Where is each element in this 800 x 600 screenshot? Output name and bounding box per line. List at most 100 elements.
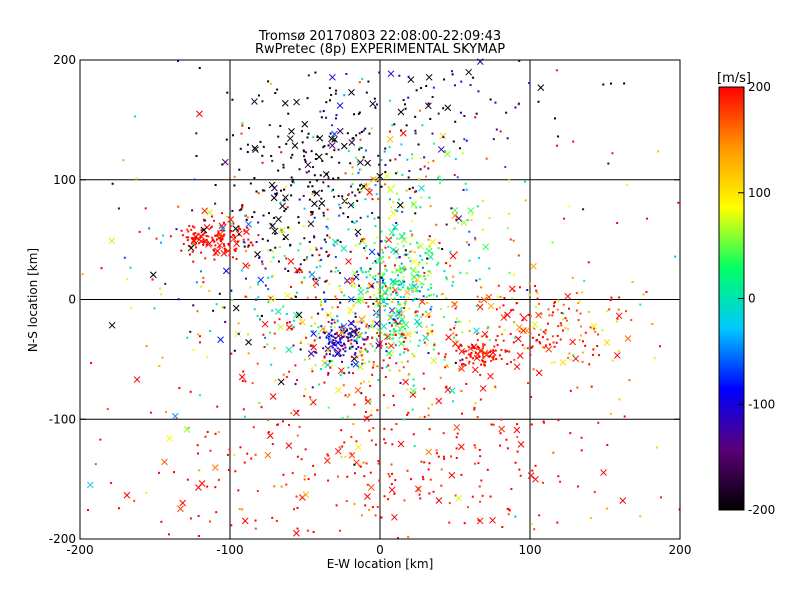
data-point: [420, 282, 423, 285]
data-point: [618, 349, 621, 352]
data-point: [451, 284, 454, 287]
data-point: [233, 248, 236, 251]
data-point: [423, 271, 426, 274]
data-point: [380, 185, 383, 188]
data-point-cross: [359, 238, 367, 245]
data-point: [206, 485, 209, 488]
data-point-cross: [398, 233, 406, 240]
data-point-cross: [537, 84, 545, 92]
data-point: [463, 114, 466, 117]
data-point: [286, 321, 289, 324]
data-point: [212, 248, 215, 251]
data-point: [267, 80, 270, 83]
data-point: [408, 170, 411, 173]
data-point: [556, 308, 559, 311]
data-point: [212, 309, 215, 312]
data-point: [404, 103, 407, 106]
data-point: [419, 275, 422, 278]
data-point: [395, 257, 398, 260]
data-point: [226, 91, 229, 94]
data-point: [333, 343, 336, 346]
data-point: [406, 286, 409, 289]
data-point-cross: [444, 104, 452, 112]
data-point-cross: [254, 251, 261, 258]
data-point: [467, 353, 470, 356]
data-point: [399, 267, 402, 270]
data-point: [449, 264, 452, 267]
data-point: [346, 475, 349, 478]
data-point: [360, 321, 363, 324]
data-point: [418, 178, 421, 181]
data-point: [295, 291, 298, 294]
data-point: [328, 254, 331, 257]
data-point: [308, 198, 311, 201]
data-point: [269, 331, 272, 334]
data-point: [397, 301, 400, 304]
data-point: [454, 158, 457, 161]
data-point: [230, 236, 233, 239]
data-point: [318, 254, 321, 257]
data-point: [538, 514, 541, 517]
data-point: [359, 168, 362, 171]
data-point: [287, 112, 290, 115]
data-point-cross: [219, 224, 226, 232]
data-point: [202, 233, 205, 236]
data-point: [311, 192, 314, 195]
data-point: [310, 150, 313, 153]
data-point: [369, 267, 372, 270]
data-point: [559, 322, 562, 325]
data-point: [521, 318, 524, 321]
data-point: [333, 195, 336, 198]
data-point: [369, 384, 372, 387]
data-point: [397, 280, 400, 283]
data-point: [461, 358, 464, 361]
data-point-cross: [264, 451, 272, 459]
data-point: [514, 515, 517, 518]
data-point: [327, 321, 330, 324]
data-point: [427, 288, 430, 291]
data-point: [296, 410, 299, 413]
data-point: [353, 403, 356, 406]
data-point: [357, 346, 360, 349]
data-point: [337, 195, 340, 198]
data-point-cross: [340, 245, 348, 252]
data-point-cross: [339, 329, 346, 337]
data-point: [275, 192, 278, 195]
data-point: [330, 325, 333, 328]
data-point: [489, 98, 492, 101]
data-point: [369, 296, 372, 299]
data-point: [303, 158, 306, 161]
data-point: [94, 463, 97, 466]
data-point: [217, 232, 220, 235]
data-point: [313, 236, 316, 239]
data-point: [330, 322, 333, 325]
data-point: [319, 265, 322, 268]
data-point: [642, 293, 645, 296]
data-point: [331, 318, 334, 321]
data-point-cross: [368, 282, 375, 289]
data-point: [560, 324, 563, 327]
data-point: [342, 212, 345, 215]
data-point: [454, 339, 457, 342]
data-point: [347, 192, 350, 195]
data-point: [331, 124, 334, 127]
data-point: [630, 319, 633, 322]
data-point-cross: [220, 250, 228, 257]
data-point: [538, 302, 541, 305]
data-point: [544, 329, 547, 332]
data-point: [432, 86, 435, 89]
data-point: [419, 157, 422, 160]
data-point: [425, 325, 428, 328]
data-point: [523, 180, 526, 183]
data-point: [568, 307, 571, 310]
data-point: [323, 238, 326, 241]
data-point: [303, 358, 306, 361]
data-point: [352, 277, 355, 280]
data-point: [285, 376, 288, 379]
data-point: [134, 115, 137, 118]
data-point: [287, 424, 290, 427]
data-point: [420, 286, 423, 289]
data-point-cross: [356, 159, 364, 166]
data-point: [581, 340, 584, 343]
data-point-cross: [224, 247, 232, 255]
